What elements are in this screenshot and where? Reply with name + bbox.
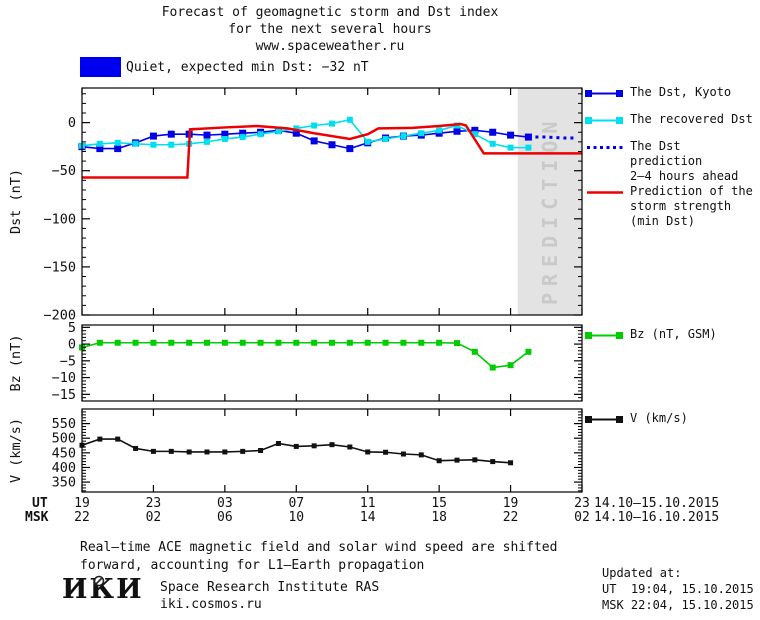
svg-text:Bz (nT): Bz (nT) — [8, 335, 24, 392]
legend-label: Prediction of the storm strength (min Ds… — [630, 184, 753, 228]
updated-ut: UT 19:04, 15.10.2015 — [602, 582, 754, 596]
legend-item-dst-prediction: The Dst prediction 2—4 hours ahead — [585, 139, 760, 184]
legend-item-v: V (km/s) — [585, 411, 688, 426]
x-axis-msk-label: MSK — [25, 510, 49, 525]
x-tick-label: 18 — [431, 510, 447, 525]
institute-name: Space Research Institute RAS — [160, 580, 380, 595]
x-tick-label: 03 — [217, 496, 233, 511]
legend-swatch-kyoto-icon — [585, 90, 623, 97]
legend-label: Bz (nT, GSM) — [630, 327, 717, 341]
svg-text:−100: −100 — [43, 211, 76, 227]
x-tick-label: 19 — [74, 496, 90, 511]
legend-swatch-storm-icon — [587, 191, 623, 194]
footnote: Real—time ACE magnetic field and solar w… — [80, 539, 557, 575]
svg-text:−50: −50 — [52, 163, 76, 179]
x-tick-label: 02 — [145, 510, 162, 525]
footnote-line1: Real—time ACE magnetic field and solar w… — [80, 540, 558, 555]
legend-swatch-recovered-icon — [585, 117, 623, 124]
storm-level-label: Quiet, expected min Dst: −32 nT — [126, 60, 369, 75]
legend-label: The Dst, Kyoto — [630, 85, 732, 99]
chart-title-line1: Forecast of geomagnetic storm and Dst in… — [161, 5, 499, 20]
x-axis-msk-dates: 14.10—16.10.2015 — [594, 510, 720, 525]
x-tick-label: 07 — [288, 496, 305, 511]
iki-logo-emblem-icon — [93, 575, 105, 587]
x-tick-label: 22 — [502, 510, 519, 525]
svg-text:Dst (nT): Dst (nT) — [8, 169, 24, 234]
x-tick-label: 06 — [217, 510, 233, 525]
legend-swatch-bz-icon — [585, 332, 623, 339]
legend-swatch-prediction-icon — [587, 146, 625, 149]
legend-item-dst-kyoto: The Dst, Kyoto — [585, 85, 731, 100]
x-tick-label: 19 — [502, 496, 519, 511]
chart-title: Forecast of geomagnetic storm and Dst in… — [0, 4, 660, 55]
legend-item-storm-prediction: Prediction of the storm strength (min Ds… — [585, 184, 753, 229]
x-tick-label: 10 — [288, 510, 305, 525]
svg-text:450: 450 — [52, 445, 76, 461]
svg-text:−10: −10 — [52, 370, 76, 386]
x-tick-label: 22 — [74, 510, 90, 525]
x-axis-ut-dates: 14.10—15.10.2015 — [594, 496, 720, 511]
svg-text:PREDICTION: PREDICTION — [538, 115, 562, 305]
svg-text:0: 0 — [68, 337, 76, 353]
updated-msk: MSK 22:04, 15.10.2015 — [602, 598, 754, 612]
svg-text:550: 550 — [52, 416, 76, 432]
x-tick-label: 02 — [574, 510, 590, 525]
svg-text:0: 0 — [68, 115, 76, 131]
svg-text:−15: −15 — [52, 387, 76, 403]
legend-item-recovered-dst: The Dst prediction 2—4 hours ahead The r… — [585, 112, 753, 127]
svg-text:−5: −5 — [60, 353, 76, 369]
storm-level-swatch — [80, 57, 121, 77]
x-tick-label: 23 — [145, 496, 162, 511]
legend-item-bz: Bz (nT, GSM) — [585, 327, 717, 342]
svg-text:−200: −200 — [43, 308, 76, 324]
svg-text:400: 400 — [52, 460, 76, 476]
updated-title: Updated at: — [602, 566, 682, 580]
x-axis-ut-label: UT — [32, 496, 48, 511]
footnote-line2: forward, accounting for L1—Earth propaga… — [80, 558, 425, 573]
svg-text:−150: −150 — [43, 259, 76, 275]
chart-title-line3: www.spaceweather.ru — [255, 39, 405, 54]
legend-label: V (km/s) — [630, 411, 688, 425]
svg-text:500: 500 — [52, 431, 76, 447]
institute-site: iki.cosmos.ru — [160, 597, 262, 612]
legend-label: The Dst prediction 2—4 hours ahead — [630, 139, 739, 183]
svg-text:V (km/s): V (km/s) — [8, 418, 24, 483]
svg-text:5: 5 — [68, 320, 76, 336]
chart-title-line2: for the next several hours — [228, 22, 432, 37]
x-tick-label: 11 — [359, 496, 376, 511]
x-tick-label: 15 — [431, 496, 447, 511]
x-tick-label: 14 — [359, 510, 376, 525]
svg-text:350: 350 — [52, 475, 76, 491]
x-tick-label: 23 — [574, 496, 590, 511]
legend-swatch-v-icon — [585, 416, 623, 423]
legend-label: The recovered Dst — [630, 112, 753, 126]
